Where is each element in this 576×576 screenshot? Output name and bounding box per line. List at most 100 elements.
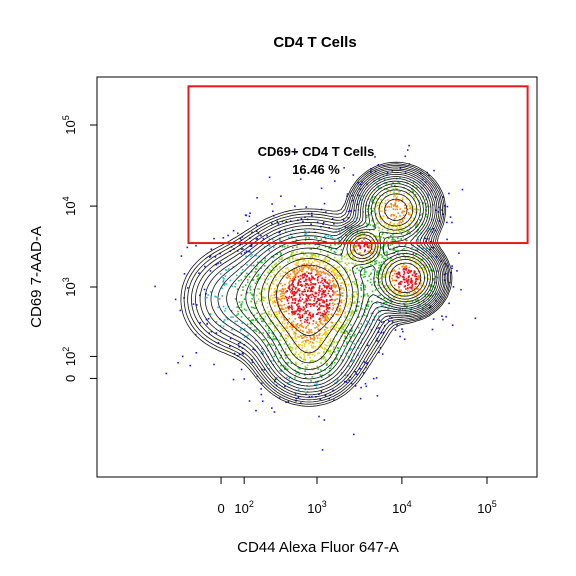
event-point bbox=[326, 332, 329, 335]
event-point bbox=[267, 343, 269, 346]
event-point bbox=[326, 303, 328, 306]
event-point bbox=[263, 368, 266, 371]
event-point bbox=[269, 323, 272, 325]
event-point bbox=[287, 302, 290, 305]
event-point bbox=[342, 331, 344, 333]
event-point bbox=[307, 284, 310, 286]
event-point bbox=[364, 382, 367, 385]
event-point bbox=[394, 239, 397, 242]
event-point bbox=[305, 237, 307, 239]
event-point bbox=[373, 235, 375, 237]
event-point bbox=[333, 264, 335, 266]
event-point bbox=[287, 361, 289, 364]
event-point bbox=[245, 309, 247, 312]
event-point bbox=[280, 298, 283, 300]
event-point bbox=[364, 257, 367, 260]
event-point bbox=[270, 320, 272, 323]
event-point bbox=[338, 308, 341, 310]
event-point bbox=[417, 203, 420, 206]
contour-line bbox=[245, 183, 434, 376]
event-point bbox=[316, 383, 318, 386]
event-point bbox=[280, 299, 282, 301]
event-point bbox=[314, 283, 317, 285]
event-point bbox=[341, 257, 343, 259]
event-point bbox=[397, 252, 399, 254]
event-point bbox=[299, 278, 302, 280]
event-point bbox=[367, 344, 369, 347]
event-point bbox=[330, 313, 333, 315]
event-point bbox=[328, 344, 331, 347]
event-point bbox=[374, 289, 377, 291]
event-point bbox=[294, 312, 296, 315]
event-point bbox=[312, 294, 315, 297]
event-point bbox=[392, 208, 395, 210]
event-point bbox=[393, 223, 395, 226]
event-point bbox=[309, 303, 312, 305]
event-point bbox=[323, 236, 326, 238]
event-point bbox=[323, 300, 326, 303]
event-point bbox=[273, 273, 275, 276]
event-point bbox=[413, 219, 416, 221]
y-tick-label: 105 bbox=[61, 115, 78, 134]
event-point bbox=[373, 319, 375, 321]
event-point bbox=[323, 284, 326, 287]
event-point bbox=[351, 309, 354, 312]
event-point bbox=[345, 337, 348, 339]
event-point bbox=[219, 273, 222, 275]
event-point bbox=[324, 257, 327, 259]
event-point bbox=[397, 291, 400, 294]
event-point bbox=[322, 282, 324, 285]
event-point bbox=[330, 287, 333, 289]
event-point bbox=[308, 278, 310, 281]
event-point bbox=[415, 263, 418, 265]
event-point bbox=[324, 356, 326, 359]
event-point bbox=[315, 386, 318, 389]
event-point bbox=[404, 294, 406, 296]
event-point bbox=[337, 347, 340, 350]
event-point bbox=[280, 308, 282, 310]
event-point bbox=[375, 214, 377, 216]
event-point bbox=[154, 285, 156, 288]
event-point bbox=[275, 338, 278, 341]
event-point bbox=[350, 382, 353, 385]
event-point bbox=[367, 321, 369, 323]
event-point bbox=[311, 341, 314, 344]
event-point bbox=[265, 325, 267, 327]
event-point bbox=[245, 250, 248, 252]
event-point bbox=[215, 296, 217, 298]
event-point bbox=[299, 310, 301, 313]
event-point bbox=[234, 283, 237, 285]
event-point bbox=[398, 229, 400, 232]
event-point bbox=[411, 301, 413, 303]
event-point bbox=[310, 275, 313, 277]
event-point bbox=[416, 249, 419, 252]
event-point bbox=[222, 279, 225, 282]
event-point bbox=[311, 283, 314, 285]
event-point bbox=[241, 322, 244, 324]
event-point bbox=[388, 224, 390, 227]
event-point bbox=[329, 280, 331, 282]
event-point bbox=[395, 193, 398, 196]
event-point bbox=[273, 411, 276, 413]
event-point bbox=[260, 313, 263, 315]
event-point bbox=[347, 303, 350, 305]
event-point bbox=[336, 380, 338, 383]
event-point bbox=[399, 308, 401, 310]
event-point bbox=[314, 269, 317, 271]
event-point bbox=[370, 264, 372, 266]
event-point bbox=[423, 286, 426, 289]
event-point bbox=[396, 246, 398, 249]
event-point bbox=[352, 246, 355, 248]
event-point bbox=[309, 290, 312, 293]
event-point bbox=[332, 271, 335, 274]
event-point bbox=[370, 240, 372, 242]
event-point bbox=[278, 344, 280, 346]
event-point bbox=[287, 261, 289, 263]
event-point bbox=[295, 272, 298, 275]
event-point bbox=[250, 255, 252, 258]
event-point bbox=[404, 281, 406, 284]
event-point bbox=[291, 380, 293, 383]
event-point bbox=[396, 188, 398, 190]
event-point bbox=[264, 297, 266, 299]
event-point bbox=[291, 269, 294, 272]
